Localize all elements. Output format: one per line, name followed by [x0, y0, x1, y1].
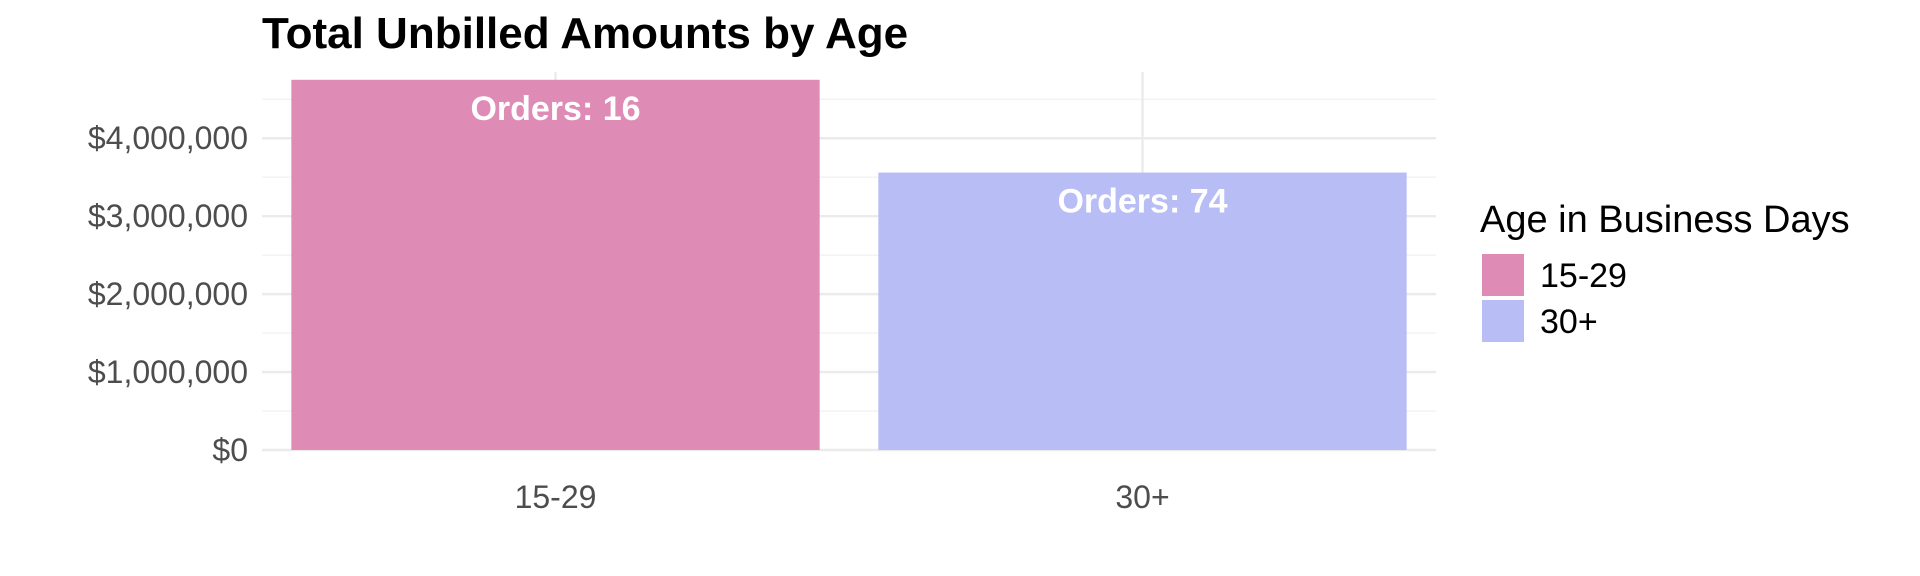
x-tick-label: 15-29 [515, 479, 597, 515]
bar-30+ [878, 172, 1407, 450]
y-tick-label: $2,000,000 [88, 276, 248, 312]
legend-key-15-29 [1482, 254, 1524, 296]
legend-items: 15-29 30+ [1482, 254, 1627, 342]
bar-15-29 [291, 79, 820, 450]
legend-label: 15-29 [1540, 257, 1627, 295]
chart-title: Total Unbilled Amounts by Age [262, 9, 908, 58]
y-tick-label: $1,000,000 [88, 354, 248, 390]
legend-label: 30+ [1540, 303, 1598, 341]
y-tick-label: $4,000,000 [88, 120, 248, 156]
y-tick-label: $3,000,000 [88, 198, 248, 234]
bar-data-label: Orders: 74 [1057, 183, 1227, 221]
y-tick-label: $0 [212, 432, 248, 468]
x-tick-label: 30+ [1115, 479, 1169, 515]
bars: Orders: 16 Orders: 74 [291, 79, 1407, 450]
y-axis-ticks: $0 $1,000,000 $2,000,000 $3,000,000 $4,000,0… [88, 120, 248, 468]
legend-key-30+ [1482, 300, 1524, 342]
x-axis-ticks: 15-29 30+ [515, 479, 1170, 515]
legend-title: Age in Business Days [1480, 199, 1850, 241]
legend: Age in Business Days 15-29 30+ [1480, 199, 1850, 342]
bar-data-label: Orders: 16 [470, 90, 640, 128]
